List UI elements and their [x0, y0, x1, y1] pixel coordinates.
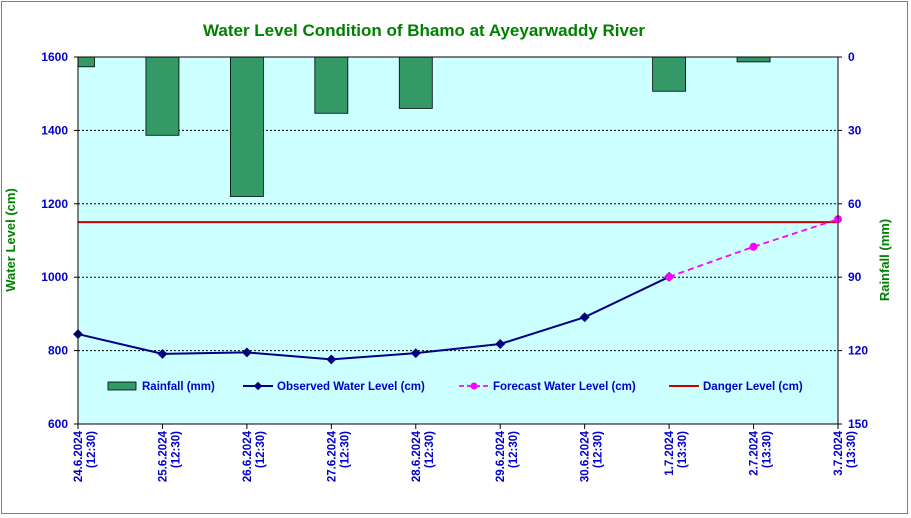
y-tick-label: 1600 — [41, 50, 68, 64]
y2-tick-label: 90 — [848, 270, 862, 284]
rainfall-bar — [229, 56, 264, 197]
y-tick-label: 800 — [48, 344, 68, 358]
y2-tick-label: 150 — [848, 417, 868, 431]
y-tick-label: 1000 — [41, 270, 68, 284]
observed-point — [579, 312, 590, 323]
x-tick-label: 30.6.2024(12:30) — [580, 430, 605, 482]
x-tick-label: 29.6.2024(12:30) — [495, 430, 520, 482]
observed-point — [326, 354, 337, 365]
legend-label: Observed Water Level (cm) — [277, 381, 425, 393]
y-axis-title: Water Level (cm) — [3, 188, 18, 292]
y2-tick-label: 120 — [848, 344, 868, 358]
x-tick-label: 2.7.2024(13:30) — [749, 430, 774, 475]
observed-point — [157, 348, 168, 359]
x-tick-label: 25.6.2024(12:30) — [157, 430, 182, 482]
y-tick-label: 1400 — [41, 123, 68, 137]
rainfall-bar — [652, 56, 687, 92]
x-tick-label: 24.6.2024(12:30) — [73, 430, 98, 482]
x-tick-label: 26.6.2024(12:30) — [242, 430, 267, 482]
plot-border — [77, 56, 839, 425]
y2-tick-label: 0 — [848, 50, 855, 64]
legend-forecast-marker — [470, 382, 478, 390]
rainfall-bar — [314, 56, 349, 114]
rainfall-bar — [145, 56, 180, 136]
y2-tick-label: 60 — [848, 197, 862, 211]
y2-tick-label: 30 — [848, 123, 862, 137]
legend-rainfall-swatch — [107, 381, 137, 391]
y-tick-label: 1200 — [41, 197, 68, 211]
forecast-point — [665, 272, 674, 281]
rainfall-bar — [77, 56, 95, 68]
x-tick-label: 27.6.2024(12:30) — [326, 430, 351, 482]
observed-point — [410, 348, 421, 359]
y-tick-label: 600 — [48, 417, 68, 431]
legend: Rainfall (mm) Observed Water Level (cm) Fo… — [107, 381, 803, 393]
legend-observed-marker — [253, 381, 263, 391]
y2-axis-title: Rainfall (mm) — [877, 219, 892, 301]
legend-label: Rainfall (mm) — [142, 381, 215, 393]
legend-label: Forecast Water Level (cm) — [493, 381, 636, 393]
observed-point — [241, 347, 252, 358]
x-tick-label: 3.7.2024(13:30) — [833, 430, 858, 475]
forecast-point — [749, 242, 758, 251]
plot-area — [78, 57, 838, 424]
observed-point — [495, 339, 506, 349]
rainfall-bar — [736, 56, 771, 63]
legend-label: Danger Level (cm) — [703, 381, 803, 393]
chart-title: Water Level Condition of Bhamo at Ayeyar… — [203, 21, 645, 40]
rainfall-bar — [398, 56, 433, 109]
x-tick-label: 28.6.2024(12:30) — [411, 430, 436, 482]
observed-water-level-line — [77, 275, 670, 361]
x-tick-label: 1.7.2024(13:30) — [664, 430, 689, 475]
